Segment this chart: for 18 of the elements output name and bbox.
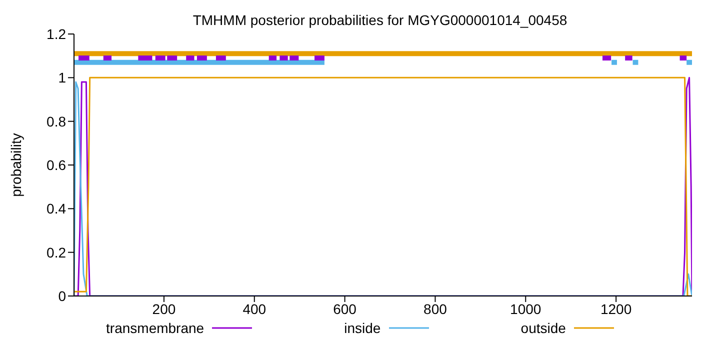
x-tick-label: 1200	[600, 300, 632, 317]
legend-label: inside	[344, 320, 381, 336]
legend-label: transmembrane	[106, 320, 204, 336]
y-tick-label: 0.8	[46, 113, 66, 130]
legend-label: outside	[520, 320, 566, 336]
x-tick-label: 200	[152, 300, 176, 317]
x-tick-label: 400	[242, 300, 266, 317]
x-tick-label: 600	[333, 300, 357, 317]
y-tick-label: 0	[58, 288, 66, 304]
chart-title: TMHMM posterior probabilities for MGYG000001014_00458	[192, 12, 568, 28]
x-tick-label: 800	[424, 300, 448, 317]
y-tick-label: 0.6	[46, 156, 66, 173]
y-tick-label: 1.2	[46, 26, 66, 42]
x-tick-label: 1000	[510, 300, 542, 317]
y-tick-label: 1	[58, 70, 66, 86]
y-axis-title: probability	[8, 133, 24, 197]
y-tick-label: 0.2	[46, 244, 66, 260]
y-tick-label: 0.4	[46, 200, 66, 217]
